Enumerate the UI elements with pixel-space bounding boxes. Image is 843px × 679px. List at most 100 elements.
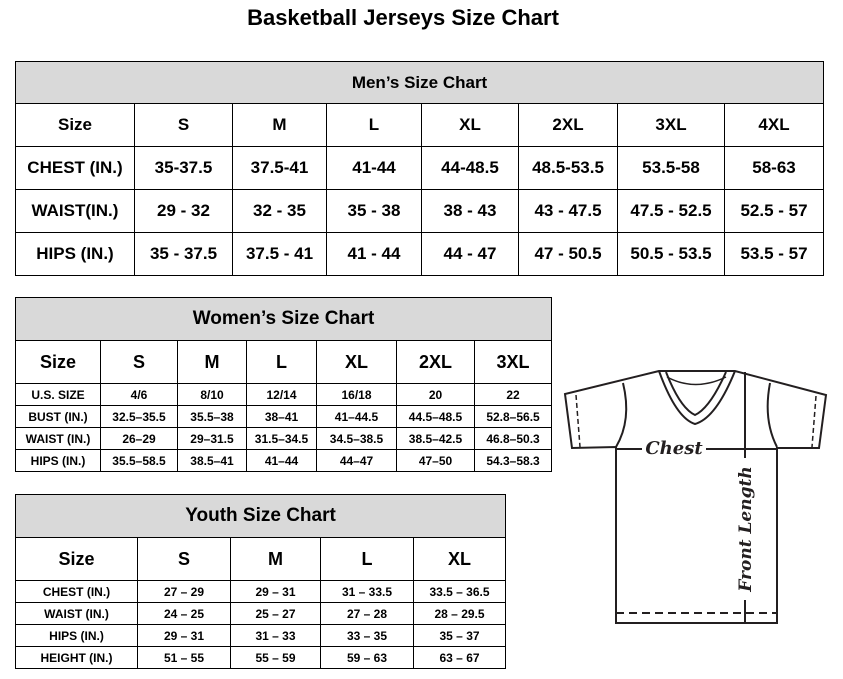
column-header: M (230, 537, 321, 581)
table-cell: 35-37.5 (134, 146, 233, 190)
row-label: WAIST(IN.) (15, 189, 135, 233)
table-cell: 20 (396, 383, 475, 406)
table-cell: 22 (473, 383, 553, 406)
table-title: Women’s Size Chart (14, 297, 553, 341)
table-cell: 35 - 38 (326, 189, 422, 233)
table-cell: 48.5-53.5 (518, 146, 618, 190)
table-cell: 29 - 32 (134, 189, 233, 233)
table-row: U.S. SIZE 4/6 8/10 12/14 16/18 20 22 (15, 383, 553, 406)
table-row: BUST (IN.) 32.5–35.5 35.5–38 38–41 41–44.5 44… (15, 405, 553, 428)
column-header: S (134, 103, 233, 147)
table-cell: 50.5 - 53.5 (617, 232, 725, 276)
column-header: Size (15, 537, 138, 581)
table-cell: 25 – 27 (230, 602, 321, 625)
column-header: M (232, 103, 327, 147)
table-cell: 16/18 (316, 383, 397, 406)
table-cell: 58-63 (723, 146, 825, 190)
row-label: U.S. SIZE (15, 383, 101, 406)
column-header: 2XL (518, 103, 618, 147)
table-cell: 33 – 35 (320, 624, 414, 647)
header-row: Size S M L XL 2XL 3XL 4XL (15, 103, 825, 147)
table-cell: 12/14 (246, 383, 317, 406)
table-cell: 51 – 55 (137, 646, 231, 669)
table-row: HIPS (IN.) 35.5–58.5 38.5–41 41–44 44–47 47–5… (15, 449, 553, 472)
column-header: L (246, 340, 317, 384)
table-row: HEIGHT (IN.) 51 – 55 55 – 59 59 – 63 63 – 67 (15, 646, 507, 669)
table-cell: 32 - 35 (232, 189, 327, 233)
row-label: HEIGHT (IN.) (15, 646, 138, 669)
column-header: 4XL (723, 103, 825, 147)
table-row: WAIST(IN.) 29 - 32 32 - 35 35 - 38 38 - 43 43… (15, 189, 825, 233)
table-cell: 53.5-58 (617, 146, 725, 190)
header-row: Size S M L XL 2XL 3XL (15, 340, 553, 384)
column-header: S (137, 537, 231, 581)
front-length-label: Front Length (736, 466, 756, 592)
table-cell: 37.5-41 (232, 146, 327, 190)
table-cell: 24 – 25 (137, 602, 231, 625)
table-cell: 31 – 33 (230, 624, 321, 647)
table-cell: 29 – 31 (230, 580, 321, 603)
column-header: XL (412, 537, 507, 581)
column-header: L (326, 103, 422, 147)
table-cell: 41-44 (326, 146, 422, 190)
column-header: S (100, 340, 178, 384)
table-cell: 31 – 33.5 (320, 580, 414, 603)
table-cell: 4/6 (100, 383, 178, 406)
table-cell: 29–31.5 (177, 427, 247, 450)
table-cell: 38–41 (246, 405, 317, 428)
table-cell: 33.5 – 36.5 (412, 580, 507, 603)
row-label: WAIST (IN.) (15, 427, 101, 450)
column-header: Size (15, 340, 101, 384)
row-label: CHEST (IN.) (15, 580, 138, 603)
table-cell: 29 – 31 (137, 624, 231, 647)
table-cell: 35.5–58.5 (100, 449, 178, 472)
table-cell: 28 – 29.5 (412, 602, 507, 625)
table-cell: 44.5–48.5 (396, 405, 475, 428)
row-label: BUST (IN.) (15, 405, 101, 428)
table-cell: 46.8–50.3 (473, 427, 553, 450)
womens-size-table: Women’s Size Chart Size S M L XL 2XL 3XL U.S. S… (14, 297, 553, 472)
table-cell: 47–50 (396, 449, 475, 472)
column-header: 3XL (617, 103, 725, 147)
table-cell: 44-48.5 (421, 146, 519, 190)
table-cell: 8/10 (177, 383, 247, 406)
column-header: 3XL (473, 340, 553, 384)
table-row: HIPS (IN.) 29 – 31 31 – 33 33 – 35 35 – 37 (15, 624, 507, 647)
table-cell: 43 - 47.5 (518, 189, 618, 233)
table-cell: 52.5 - 57 (723, 189, 825, 233)
table-cell: 31.5–34.5 (246, 427, 317, 450)
table-cell: 44 - 47 (421, 232, 519, 276)
column-header: L (320, 537, 414, 581)
table-cell: 35 - 37.5 (134, 232, 233, 276)
column-header: XL (316, 340, 397, 384)
table-title: Youth Size Chart (14, 494, 507, 538)
collar-icon (658, 370, 736, 426)
column-header: XL (421, 103, 519, 147)
column-header: Size (15, 103, 135, 147)
table-cell: 35 – 37 (412, 624, 507, 647)
row-label: HIPS (IN.) (15, 624, 138, 647)
shirt-outline (563, 370, 828, 624)
table-cell: 41–44.5 (316, 405, 397, 428)
table-cell: 55 – 59 (230, 646, 321, 669)
table-cell: 47 - 50.5 (518, 232, 618, 276)
table-row: CHEST (IN.) 35-37.5 37.5-41 41-44 44-48.5 48.… (15, 146, 825, 190)
youth-size-table: Youth Size Chart Size S M L XL CHEST (IN.) 27 … (14, 494, 507, 669)
row-label: CHEST (IN.) (15, 146, 135, 190)
table-cell: 53.5 - 57 (723, 232, 825, 276)
row-label: WAIST (IN.) (15, 602, 138, 625)
table-cell: 52.8–56.5 (473, 405, 553, 428)
chest-label: Chest (645, 438, 703, 459)
jersey-measurement-diagram: Chest Front Length (563, 370, 828, 624)
table-title: Men’s Size Chart (14, 61, 825, 104)
mens-size-table: Men’s Size Chart Size S M L XL 2XL 3XL 4XL CHEST… (14, 61, 825, 276)
table-cell: 47.5 - 52.5 (617, 189, 725, 233)
row-label: HIPS (IN.) (15, 449, 101, 472)
table-row: WAIST (IN.) 26–29 29–31.5 31.5–34.5 34.5–38.… (15, 427, 553, 450)
table-cell: 34.5–38.5 (316, 427, 397, 450)
table-cell: 27 – 29 (137, 580, 231, 603)
row-label: HIPS (IN.) (15, 232, 135, 276)
table-cell: 26–29 (100, 427, 178, 450)
table-cell: 32.5–35.5 (100, 405, 178, 428)
table-cell: 38 - 43 (421, 189, 519, 233)
